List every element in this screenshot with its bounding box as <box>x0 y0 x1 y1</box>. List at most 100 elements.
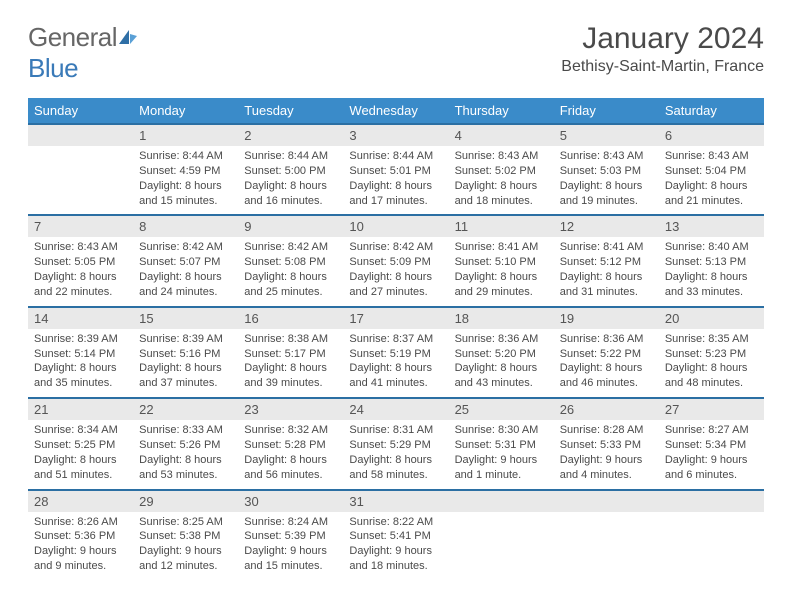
day-number: 30 <box>238 489 343 512</box>
daylight-text: Daylight: 9 hours and 1 minute. <box>455 453 548 483</box>
sunset-text: Sunset: 5:34 PM <box>665 438 758 453</box>
sunrise-text: Sunrise: 8:42 AM <box>349 240 442 255</box>
day-body: Sunrise: 8:39 AMSunset: 5:14 PMDaylight:… <box>28 329 133 397</box>
calendar-cell: 12Sunrise: 8:41 AMSunset: 5:12 PMDayligh… <box>554 214 659 305</box>
day-body: Sunrise: 8:27 AMSunset: 5:34 PMDaylight:… <box>659 420 764 488</box>
daylight-text: Daylight: 8 hours and 48 minutes. <box>665 361 758 391</box>
calendar-cell: 28Sunrise: 8:26 AMSunset: 5:36 PMDayligh… <box>28 489 133 580</box>
sunrise-text: Sunrise: 8:30 AM <box>455 423 548 438</box>
calendar-table: SundayMondayTuesdayWednesdayThursdayFrid… <box>28 98 764 580</box>
sunset-text: Sunset: 5:04 PM <box>665 164 758 179</box>
day-number <box>28 123 133 146</box>
day-body: Sunrise: 8:36 AMSunset: 5:22 PMDaylight:… <box>554 329 659 397</box>
day-number: 6 <box>659 123 764 146</box>
daylight-text: Daylight: 8 hours and 21 minutes. <box>665 179 758 209</box>
calendar-cell: 11Sunrise: 8:41 AMSunset: 5:10 PMDayligh… <box>449 214 554 305</box>
daylight-text: Daylight: 8 hours and 35 minutes. <box>34 361 127 391</box>
sunrise-text: Sunrise: 8:43 AM <box>665 149 758 164</box>
sunrise-text: Sunrise: 8:32 AM <box>244 423 337 438</box>
day-number: 12 <box>554 214 659 237</box>
sunset-text: Sunset: 5:20 PM <box>455 347 548 362</box>
dow-header: Tuesday <box>238 98 343 123</box>
calendar-cell <box>449 489 554 580</box>
sunrise-text: Sunrise: 8:26 AM <box>34 515 127 530</box>
daylight-text: Daylight: 8 hours and 16 minutes. <box>244 179 337 209</box>
sunrise-text: Sunrise: 8:35 AM <box>665 332 758 347</box>
daylight-text: Daylight: 8 hours and 29 minutes. <box>455 270 548 300</box>
day-number: 28 <box>28 489 133 512</box>
day-body: Sunrise: 8:24 AMSunset: 5:39 PMDaylight:… <box>238 512 343 580</box>
sunrise-text: Sunrise: 8:42 AM <box>244 240 337 255</box>
dow-header: Friday <box>554 98 659 123</box>
calendar-cell <box>28 123 133 214</box>
day-body: Sunrise: 8:31 AMSunset: 5:29 PMDaylight:… <box>343 420 448 488</box>
day-body: Sunrise: 8:28 AMSunset: 5:33 PMDaylight:… <box>554 420 659 488</box>
day-number: 31 <box>343 489 448 512</box>
day-number <box>449 489 554 512</box>
day-body: Sunrise: 8:44 AMSunset: 5:00 PMDaylight:… <box>238 146 343 214</box>
daylight-text: Daylight: 8 hours and 46 minutes. <box>560 361 653 391</box>
daylight-text: Daylight: 8 hours and 53 minutes. <box>139 453 232 483</box>
calendar-cell <box>659 489 764 580</box>
day-number: 2 <box>238 123 343 146</box>
sunrise-text: Sunrise: 8:44 AM <box>349 149 442 164</box>
month-title: January 2024 <box>561 22 764 56</box>
sunset-text: Sunset: 5:39 PM <box>244 529 337 544</box>
sunset-text: Sunset: 5:26 PM <box>139 438 232 453</box>
day-body: Sunrise: 8:34 AMSunset: 5:25 PMDaylight:… <box>28 420 133 488</box>
day-number: 24 <box>343 397 448 420</box>
sunrise-text: Sunrise: 8:42 AM <box>139 240 232 255</box>
day-number: 8 <box>133 214 238 237</box>
calendar-week: 1Sunrise: 8:44 AMSunset: 4:59 PMDaylight… <box>28 123 764 214</box>
sunset-text: Sunset: 5:17 PM <box>244 347 337 362</box>
daylight-text: Daylight: 9 hours and 6 minutes. <box>665 453 758 483</box>
day-number: 13 <box>659 214 764 237</box>
calendar-cell: 21Sunrise: 8:34 AMSunset: 5:25 PMDayligh… <box>28 397 133 488</box>
day-body: Sunrise: 8:33 AMSunset: 5:26 PMDaylight:… <box>133 420 238 488</box>
day-body: Sunrise: 8:43 AMSunset: 5:03 PMDaylight:… <box>554 146 659 214</box>
title-block: January 2024 Bethisy-Saint-Martin, Franc… <box>561 22 764 76</box>
day-number: 5 <box>554 123 659 146</box>
day-body: Sunrise: 8:42 AMSunset: 5:07 PMDaylight:… <box>133 237 238 305</box>
calendar-cell: 18Sunrise: 8:36 AMSunset: 5:20 PMDayligh… <box>449 306 554 397</box>
sunrise-text: Sunrise: 8:39 AM <box>139 332 232 347</box>
day-number: 3 <box>343 123 448 146</box>
calendar-week: 28Sunrise: 8:26 AMSunset: 5:36 PMDayligh… <box>28 489 764 580</box>
calendar-cell: 15Sunrise: 8:39 AMSunset: 5:16 PMDayligh… <box>133 306 238 397</box>
dow-header: Thursday <box>449 98 554 123</box>
sunrise-text: Sunrise: 8:31 AM <box>349 423 442 438</box>
dow-header: Sunday <box>28 98 133 123</box>
sunset-text: Sunset: 5:29 PM <box>349 438 442 453</box>
daylight-text: Daylight: 9 hours and 18 minutes. <box>349 544 442 574</box>
daylight-text: Daylight: 8 hours and 22 minutes. <box>34 270 127 300</box>
calendar-cell: 7Sunrise: 8:43 AMSunset: 5:05 PMDaylight… <box>28 214 133 305</box>
sunset-text: Sunset: 5:05 PM <box>34 255 127 270</box>
sunrise-text: Sunrise: 8:41 AM <box>560 240 653 255</box>
day-body: Sunrise: 8:42 AMSunset: 5:08 PMDaylight:… <box>238 237 343 305</box>
sunrise-text: Sunrise: 8:25 AM <box>139 515 232 530</box>
day-body: Sunrise: 8:41 AMSunset: 5:12 PMDaylight:… <box>554 237 659 305</box>
day-body: Sunrise: 8:42 AMSunset: 5:09 PMDaylight:… <box>343 237 448 305</box>
day-number: 15 <box>133 306 238 329</box>
daylight-text: Daylight: 8 hours and 31 minutes. <box>560 270 653 300</box>
calendar-cell: 24Sunrise: 8:31 AMSunset: 5:29 PMDayligh… <box>343 397 448 488</box>
day-body: Sunrise: 8:36 AMSunset: 5:20 PMDaylight:… <box>449 329 554 397</box>
day-body: Sunrise: 8:30 AMSunset: 5:31 PMDaylight:… <box>449 420 554 488</box>
calendar-cell: 31Sunrise: 8:22 AMSunset: 5:41 PMDayligh… <box>343 489 448 580</box>
sunrise-text: Sunrise: 8:36 AM <box>560 332 653 347</box>
day-number: 1 <box>133 123 238 146</box>
calendar-cell: 22Sunrise: 8:33 AMSunset: 5:26 PMDayligh… <box>133 397 238 488</box>
sail-icon <box>117 22 139 52</box>
calendar-cell: 23Sunrise: 8:32 AMSunset: 5:28 PMDayligh… <box>238 397 343 488</box>
calendar-cell: 17Sunrise: 8:37 AMSunset: 5:19 PMDayligh… <box>343 306 448 397</box>
sunrise-text: Sunrise: 8:34 AM <box>34 423 127 438</box>
day-number: 11 <box>449 214 554 237</box>
sunset-text: Sunset: 5:41 PM <box>349 529 442 544</box>
day-body: Sunrise: 8:38 AMSunset: 5:17 PMDaylight:… <box>238 329 343 397</box>
day-body: Sunrise: 8:37 AMSunset: 5:19 PMDaylight:… <box>343 329 448 397</box>
day-number: 25 <box>449 397 554 420</box>
dow-header: Monday <box>133 98 238 123</box>
day-number: 7 <box>28 214 133 237</box>
calendar-cell: 1Sunrise: 8:44 AMSunset: 4:59 PMDaylight… <box>133 123 238 214</box>
location-text: Bethisy-Saint-Martin, France <box>561 58 764 76</box>
